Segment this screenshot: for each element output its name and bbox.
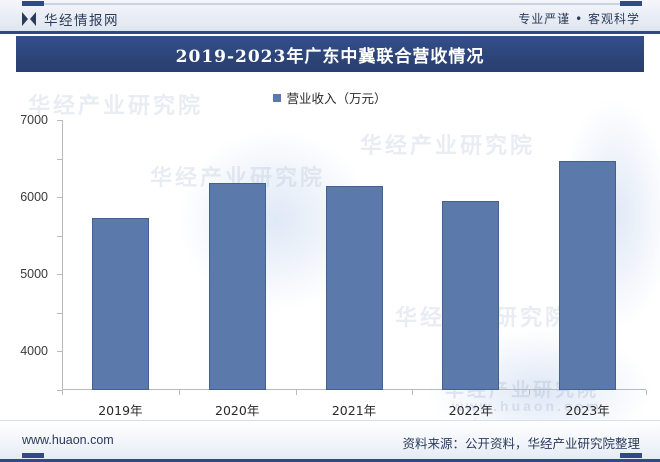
footer-accent-left bbox=[22, 453, 44, 458]
page-footer: www.huaon.com 资料来源：公开资料，华经产业研究院整理 bbox=[0, 420, 660, 462]
header-accent-right bbox=[620, 1, 642, 6]
y-axis-label: 4000 bbox=[20, 344, 48, 359]
footer-source: 资料来源：公开资料，华经产业研究院整理 bbox=[402, 436, 640, 451]
chart-legend: 营业收入（万元） bbox=[0, 88, 660, 107]
y-axis-tick: 3000 bbox=[20, 274, 62, 436]
y-axis-tick: 6000 bbox=[20, 158, 62, 204]
x-axis-tick bbox=[62, 390, 63, 395]
y-axis-tick: 5000 bbox=[20, 197, 62, 281]
page-header: 华经情报网 专业严谨 • 客观科学 bbox=[0, 0, 660, 34]
chart-area: 营业收入（万元） 0 1000 200030004000 5000 6000 7000 20… bbox=[0, 78, 660, 436]
x-axis-tick bbox=[646, 390, 647, 395]
plot-area: 0 1000 200030004000 5000 6000 7000 2019年 2020年 2… bbox=[20, 113, 647, 436]
bar-2022年[interactable] bbox=[442, 201, 500, 390]
x-axis-tick bbox=[529, 390, 531, 395]
brand-name: 华经情报网 bbox=[44, 13, 119, 29]
y-axis-label: 6000 bbox=[20, 190, 48, 205]
x-axis-label: 2023年 bbox=[565, 403, 610, 418]
y-axis-tick: 1000 bbox=[57, 351, 62, 353]
y-axis-tick: 4000 bbox=[20, 235, 62, 358]
x-axis-tick bbox=[178, 390, 180, 395]
y-axis bbox=[62, 120, 63, 391]
header-slogan: 专业严谨 • 客观科学 bbox=[518, 12, 640, 26]
y-axis-label: 5000 bbox=[20, 267, 48, 282]
x-axis-tick bbox=[295, 390, 297, 395]
x-axis-tick bbox=[412, 390, 414, 395]
y-axis-tick: 2000 bbox=[57, 312, 62, 314]
bar-2021年[interactable] bbox=[325, 186, 383, 390]
chart-title-band: 2019-2023年广东中冀联合营收情况 bbox=[16, 36, 644, 72]
header-accent-left bbox=[22, 1, 44, 6]
bar-2020年[interactable] bbox=[208, 183, 266, 390]
footer-website[interactable]: www.huaon.com bbox=[22, 433, 114, 447]
x-axis-label: 2020年 bbox=[215, 403, 260, 418]
legend-label: 营业收入（万元） bbox=[286, 91, 387, 106]
y-axis-tick: 7000 bbox=[20, 113, 62, 127]
y-axis-label: 7000 bbox=[20, 113, 48, 127]
double-triangle-logo-icon bbox=[22, 12, 37, 26]
header-rule bbox=[22, 3, 642, 5]
bar-2019年[interactable] bbox=[91, 218, 149, 390]
bar-2023年[interactable] bbox=[559, 160, 617, 390]
x-axis-label: 2019年 bbox=[98, 403, 143, 418]
page-title: 2019-2023年广东中冀联合营收情况 bbox=[175, 46, 485, 67]
x-axis-label: 2021年 bbox=[331, 403, 377, 418]
x-axis-label: 2022年 bbox=[448, 403, 493, 418]
y-axis-tick: 0 bbox=[57, 390, 62, 391]
legend-swatch-icon bbox=[273, 93, 282, 102]
brand-logo[interactable]: 华经情报网 bbox=[22, 9, 119, 29]
footer-accent-right bbox=[620, 453, 642, 458]
